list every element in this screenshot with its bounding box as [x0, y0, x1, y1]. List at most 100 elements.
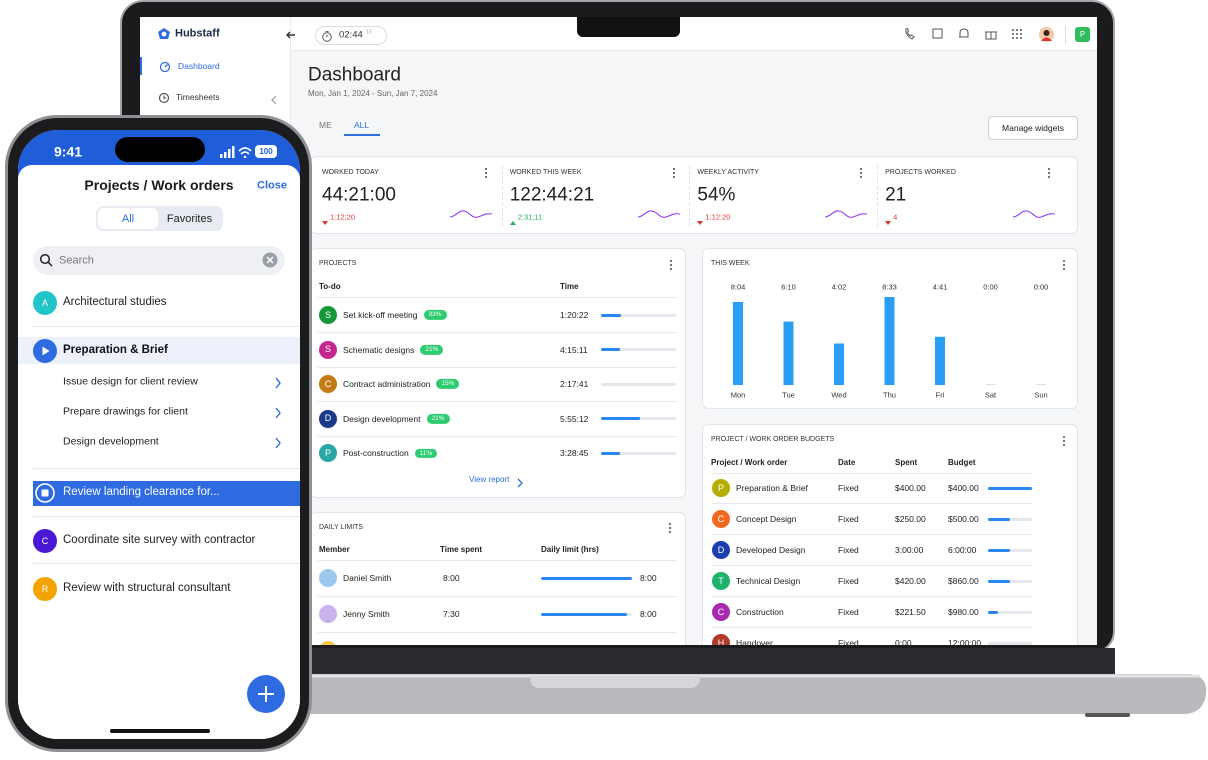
column-header: Member: [319, 545, 350, 555]
search-field[interactable]: [33, 246, 285, 275]
subitem-label[interactable]: Issue design for client review: [63, 375, 198, 388]
progress-badge: 15%: [436, 379, 460, 390]
collapse-arrow-part-part: [286, 31, 295, 39]
budget-fill: [988, 517, 1010, 521]
member-avatar: [319, 605, 337, 623]
dashboard-icon: [159, 60, 171, 73]
project-time: 3:28:45: [560, 448, 589, 459]
item-label[interactable]: Review with structural consultant: [63, 582, 231, 595]
kebab-menu-part: [1062, 259, 1066, 271]
separator: [711, 627, 1032, 628]
foot: [1085, 713, 1130, 717]
segment-selected[interactable]: All: [98, 208, 158, 229]
signal-wifi-part-part: [224, 152, 227, 158]
budget-track: [988, 517, 1032, 521]
close-button[interactable]: Close: [257, 179, 287, 192]
topbar-icons-part-part-part: [1016, 29, 1018, 31]
project-name: Schematic designs: [343, 344, 415, 355]
date-type: Fixed: [838, 575, 859, 586]
item-label[interactable]: Architectural studies: [63, 296, 167, 309]
member-name: Daniel Smith: [343, 572, 392, 583]
sheet-title: Projects / Work orders: [84, 177, 234, 193]
trend-arrow-part-part: [322, 221, 328, 225]
spent: $400.00: [895, 482, 926, 493]
daily-limit: 8:00: [640, 572, 657, 583]
play-button-part: [33, 339, 57, 363]
day-label: Tue: [782, 390, 795, 400]
project-avatar: D: [319, 409, 337, 428]
tab[interactable]: ALL: [354, 119, 370, 130]
tab[interactable]: ME: [319, 119, 332, 130]
subitem-label[interactable]: Prepare drawings for client: [63, 405, 188, 418]
this-week-card: [702, 248, 1078, 409]
card-title: DAILY LIMITS: [319, 523, 364, 531]
kebab-menu: [669, 258, 673, 271]
progress-badge: 21%: [420, 344, 444, 355]
sparkline: [449, 207, 493, 221]
page-title: Dashboard: [308, 64, 401, 86]
phone-frame: 9:41 100 Projects / Work orders Close All Fav…: [5, 115, 312, 752]
camera-notch: [577, 17, 680, 37]
date-type: Fixed: [838, 544, 859, 555]
spent: 0:00: [895, 637, 912, 645]
project-time: 1:20:22: [560, 309, 589, 320]
topbar-icons-part-part: [905, 27, 915, 40]
sparkline-part-part: [825, 210, 868, 218]
kebab-menu: [1062, 434, 1066, 447]
subitem-label[interactable]: Design development: [63, 435, 159, 448]
kebab-menu-part-part: [669, 267, 673, 271]
dashboard-icon-part: [159, 61, 171, 73]
view-report-link[interactable]: View report: [469, 475, 510, 485]
day-label: Fri: [935, 390, 945, 400]
collapse-arrow: [285, 28, 297, 40]
stat-value: 122:44:21: [509, 184, 595, 206]
budget-fill: [988, 610, 999, 614]
item-label[interactable]: Preparation & Brief: [63, 344, 168, 357]
budget-fill: [988, 548, 1010, 552]
search-placeholder: Search: [59, 254, 94, 267]
progress-track: [601, 451, 676, 455]
battery: 100: [255, 145, 277, 158]
stat-label: WORKED THIS WEEK: [509, 168, 582, 176]
link-chevron-part: [517, 478, 523, 488]
item-avatar: C: [33, 529, 57, 553]
project-avatar: C: [712, 603, 730, 621]
progress-badge: 11%: [414, 448, 438, 459]
trend-arrow: [697, 213, 704, 225]
kebab-menu-part: [484, 167, 488, 179]
topbar-icons-part-part-part: [1012, 29, 1014, 31]
signal-wifi-part: [220, 146, 252, 159]
topbar-icons: [903, 27, 1033, 41]
org-badge[interactable]: P: [1075, 27, 1090, 42]
separator: [290, 50, 1097, 51]
item-label[interactable]: Review landing clearance for...: [63, 486, 220, 499]
divider: [877, 166, 879, 226]
project-time: 2:17:41: [560, 379, 589, 390]
item-label[interactable]: Coordinate site survey with contractor: [63, 534, 256, 547]
add-button[interactable]: [247, 675, 285, 713]
member-avatar: [319, 641, 337, 645]
chevron: [274, 436, 282, 449]
timer-icon-part-part: [322, 32, 332, 42]
nav-item[interactable]: Timesheets: [176, 91, 220, 102]
kebab-menu-part: [672, 167, 675, 179]
segment[interactable]: Favorites: [166, 212, 213, 225]
date-type: Fixed: [838, 606, 859, 617]
manage-widgets-button[interactable]: Manage widgets: [988, 116, 1078, 140]
date-type: Fixed: [838, 513, 859, 524]
sparkline-part: [1013, 210, 1056, 218]
sparkline: [637, 207, 680, 221]
progress-track: [601, 348, 676, 352]
spent: 3:00:00: [895, 544, 924, 555]
bar-label: 8:33: [882, 282, 897, 292]
project-avatar: P: [712, 479, 730, 497]
date-range: Mon, Jan 1, 2024 - Sun, Jan 7, 2024: [308, 89, 438, 99]
chevron: [274, 376, 282, 389]
sparkline-part: [637, 210, 680, 218]
search-icon: [39, 253, 53, 267]
nav-item[interactable]: Dashboard: [178, 60, 220, 71]
project-avatar: H: [712, 634, 730, 645]
budget-fill: [988, 486, 1032, 490]
daily-limit: 8:00: [640, 608, 657, 619]
trend-arrow-part: [885, 221, 892, 225]
